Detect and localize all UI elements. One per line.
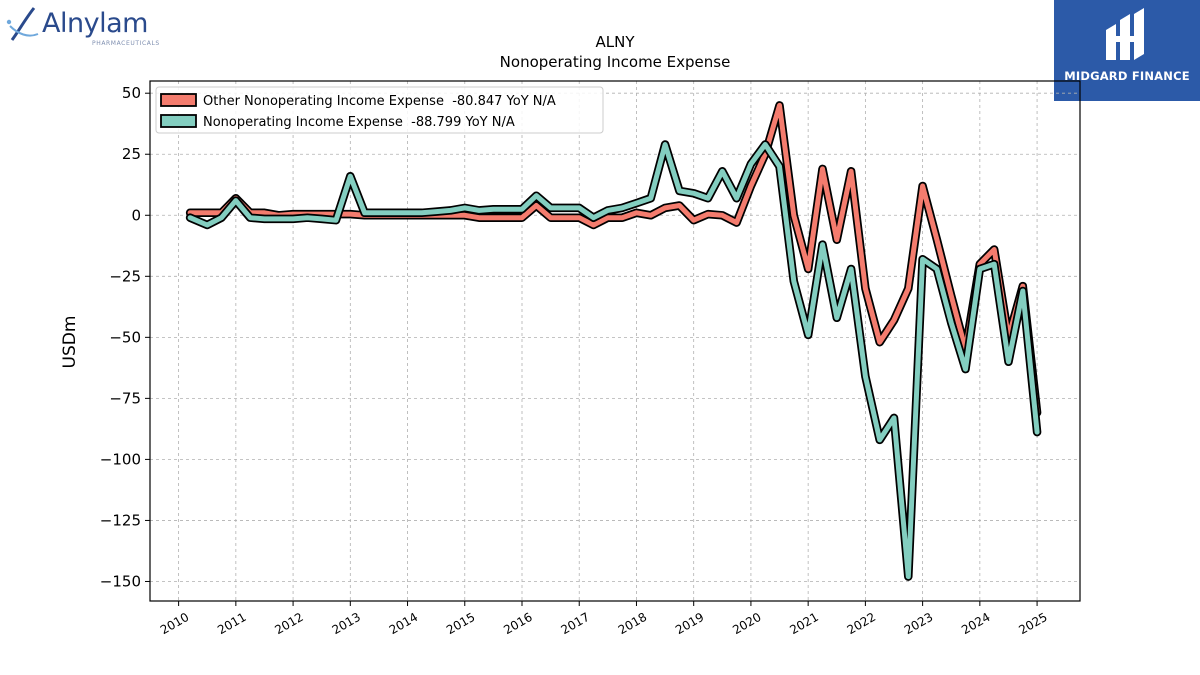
- y-tick-label: 50: [122, 84, 141, 102]
- y-tick-label: −100: [100, 450, 141, 468]
- x-tick-label: 2024: [959, 610, 992, 637]
- series-0: [185, 101, 1042, 417]
- x-tick-label: 2010: [158, 610, 191, 637]
- x-tick-label: 2015: [444, 610, 477, 637]
- series-line: [187, 142, 1040, 580]
- alnylam-swirl-icon: [6, 7, 39, 41]
- x-tick-label: 2013: [330, 610, 363, 637]
- y-tick-label: −150: [100, 572, 141, 590]
- y-tick-label: 0: [131, 206, 141, 224]
- midgard-emblem-icon: [1106, 8, 1144, 60]
- legend-label-other-nonoperating: Other Nonoperating Income Expense -80.84…: [203, 94, 556, 109]
- y-tick-label: −125: [100, 511, 141, 529]
- x-tick-label: 2019: [673, 610, 706, 637]
- plot-frame: [149, 80, 1081, 602]
- x-tick-label: 2023: [902, 610, 935, 637]
- x-tick-label: 2022: [845, 610, 878, 637]
- series-1: [185, 140, 1042, 581]
- legend: Other Nonoperating Income Expense -80.84…: [155, 86, 604, 134]
- y-tick-label: −75: [109, 389, 141, 407]
- series-lines: [185, 101, 1042, 581]
- alnylam-logo: Alnylam PHARMACEUTICALS: [4, 4, 164, 50]
- grid: [150, 81, 1080, 601]
- chart-subtitle: Nonoperating Income Expense: [500, 53, 731, 71]
- chart-title: ALNY: [595, 33, 635, 51]
- legend-label-nonoperating: Nonoperating Income Expense -88.799 YoY …: [203, 115, 515, 130]
- alnylam-logo-subtext: PHARMACEUTICALS: [92, 40, 160, 47]
- midgard-finance-logo: MIDGARD FINANCE: [1054, 0, 1200, 101]
- y-tick-label: 25: [122, 145, 141, 163]
- midgard-finance-logo-text: MIDGARD FINANCE: [1064, 69, 1190, 83]
- legend-box: [155, 86, 604, 134]
- x-tick-label: 2017: [559, 610, 592, 637]
- x-tick-label: 2018: [616, 610, 649, 637]
- y-tick-label: −50: [109, 328, 141, 346]
- x-tick-label: 2021: [787, 610, 820, 637]
- series-line: [187, 102, 1040, 416]
- x-tick-label: 2025: [1016, 610, 1049, 637]
- legend-swatch-other-nonoperating: [160, 93, 197, 107]
- x-tick-label: 2011: [215, 610, 248, 637]
- x-tick-label: 2020: [730, 610, 763, 637]
- legend-swatch-nonoperating: [160, 114, 197, 128]
- alnylam-logo-text: Alnylam: [42, 8, 148, 39]
- x-tick-label: 2014: [387, 610, 420, 637]
- x-tick-label: 2012: [272, 610, 305, 637]
- x-tick-label: 2016: [501, 610, 534, 637]
- y-tick-label: −25: [109, 267, 141, 285]
- y-axis-label: USDm: [60, 316, 80, 369]
